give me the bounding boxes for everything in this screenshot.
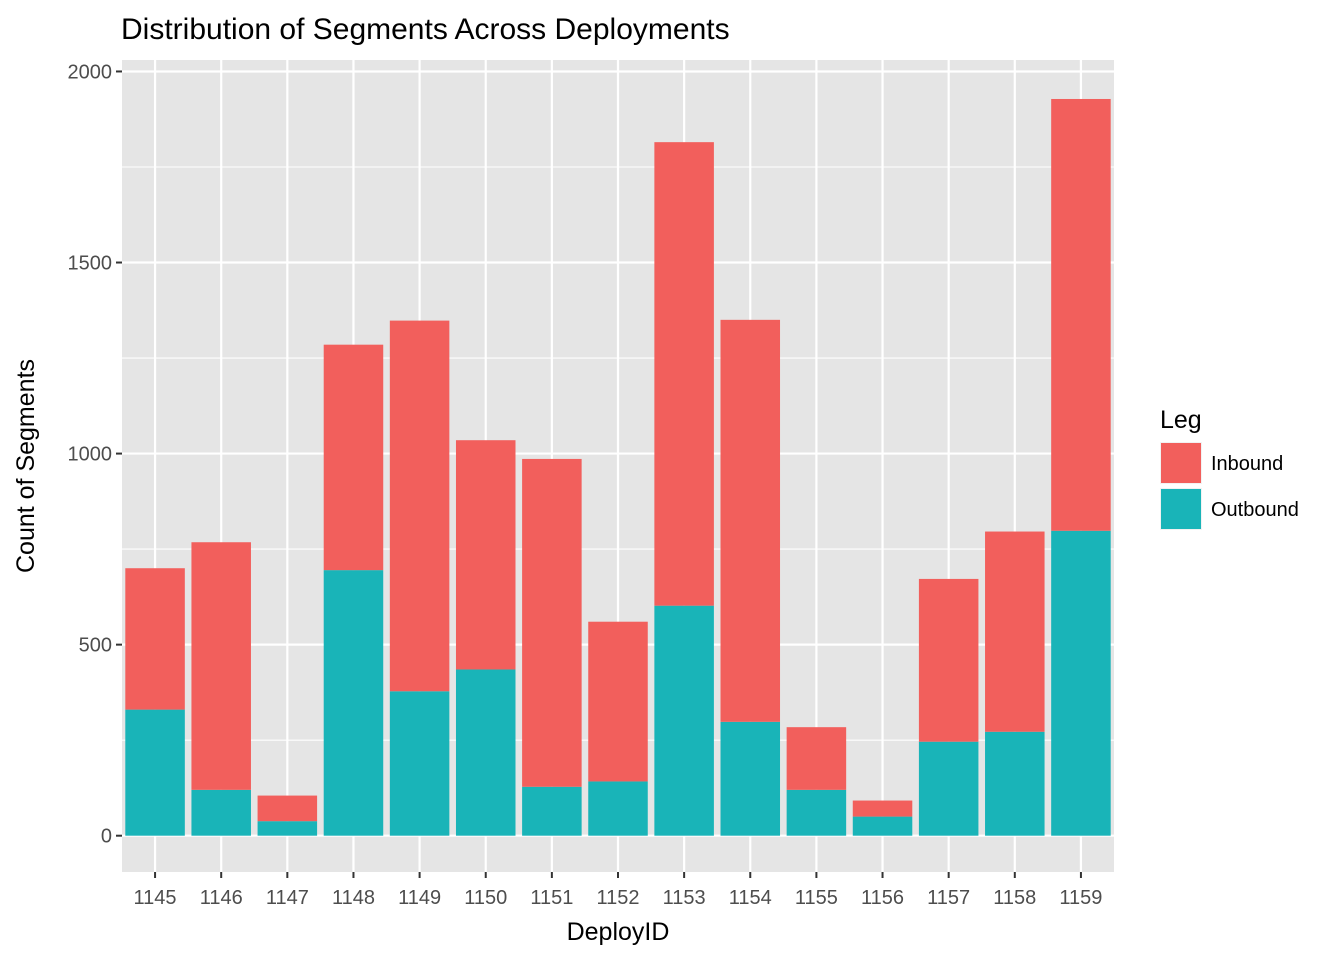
- legend-swatch-inbound: [1161, 443, 1201, 483]
- x-tick-label: 1149: [398, 887, 441, 909]
- legend: Leg Inbound Outbound: [1160, 406, 1299, 530]
- bar-inbound-1147: [257, 795, 318, 822]
- x-tick-label: 1152: [596, 887, 639, 909]
- y-axis-title: Count of Segments: [12, 359, 40, 573]
- bar-inbound-1154: [720, 319, 781, 722]
- bar-inbound-1152: [588, 621, 648, 782]
- chart-title: Distribution of Segments Across Deployme…: [121, 13, 730, 46]
- x-tick-label: 1155: [795, 887, 838, 909]
- bar-outbound-1150: [455, 669, 516, 836]
- bar-inbound-1150: [455, 440, 516, 670]
- bar-outbound-1147: [257, 821, 318, 836]
- x-tick-label: 1146: [200, 887, 243, 909]
- bar-inbound-1145: [125, 568, 185, 710]
- legend-title: Leg: [1160, 406, 1202, 434]
- legend-items: Inbound Outbound: [1160, 442, 1299, 530]
- bar-outbound-1155: [786, 789, 847, 836]
- bar-inbound-1148: [323, 344, 384, 571]
- legend-swatch-outbound: [1161, 489, 1201, 529]
- x-tick-label: 1158: [993, 887, 1036, 909]
- y-tick-label: 2000: [68, 61, 113, 83]
- bar-outbound-1145: [125, 709, 185, 836]
- x-axis-title: DeployID: [567, 918, 670, 946]
- bar-inbound-1157: [918, 578, 979, 742]
- bar-outbound-1151: [522, 786, 582, 836]
- legend-label-inbound: Inbound: [1211, 453, 1283, 475]
- y-tick-label: 0: [101, 826, 112, 848]
- y-tick-label: 1000: [68, 444, 113, 466]
- bar-outbound-1156: [852, 816, 913, 836]
- bar-outbound-1159: [1051, 530, 1111, 836]
- bar-outbound-1158: [985, 731, 1045, 836]
- bar-outbound-1148: [323, 570, 384, 836]
- bar-outbound-1157: [918, 741, 979, 836]
- x-tick-label: 1159: [1059, 887, 1102, 909]
- bar-inbound-1159: [1051, 98, 1111, 531]
- bar-outbound-1146: [191, 789, 251, 836]
- x-tick-label: 1151: [530, 887, 573, 909]
- bar-inbound-1146: [191, 542, 251, 790]
- x-tick-label: 1156: [861, 887, 904, 909]
- x-tick-label: 1157: [927, 887, 970, 909]
- bar-inbound-1153: [654, 142, 714, 606]
- y-tick-label: 1500: [68, 253, 113, 275]
- bar-inbound-1151: [522, 458, 582, 787]
- bar-inbound-1149: [389, 320, 450, 692]
- x-tick-label: 1154: [729, 887, 772, 909]
- bar-inbound-1156: [852, 800, 913, 817]
- bar-outbound-1149: [389, 691, 450, 836]
- bar-outbound-1153: [654, 605, 714, 836]
- bar-outbound-1152: [588, 781, 648, 836]
- x-tick-label: 1147: [266, 887, 309, 909]
- y-tick-label: 500: [79, 635, 112, 657]
- bar-inbound-1155: [786, 727, 847, 790]
- bar-outbound-1154: [720, 721, 781, 836]
- y-axis: 0 500 1000 1500 2000: [68, 61, 122, 848]
- x-axis: 1145 1146 1147 1148 1149 1150 1151 1152 1153 1154…: [134, 872, 1102, 909]
- x-tick-label: 1148: [332, 887, 375, 909]
- bar-inbound-1158: [985, 531, 1045, 732]
- x-tick-label: 1153: [663, 887, 706, 909]
- x-tick-label: 1150: [464, 887, 507, 909]
- bars: [125, 98, 1111, 836]
- legend-label-outbound: Outbound: [1211, 499, 1299, 521]
- x-tick-label: 1145: [134, 887, 177, 909]
